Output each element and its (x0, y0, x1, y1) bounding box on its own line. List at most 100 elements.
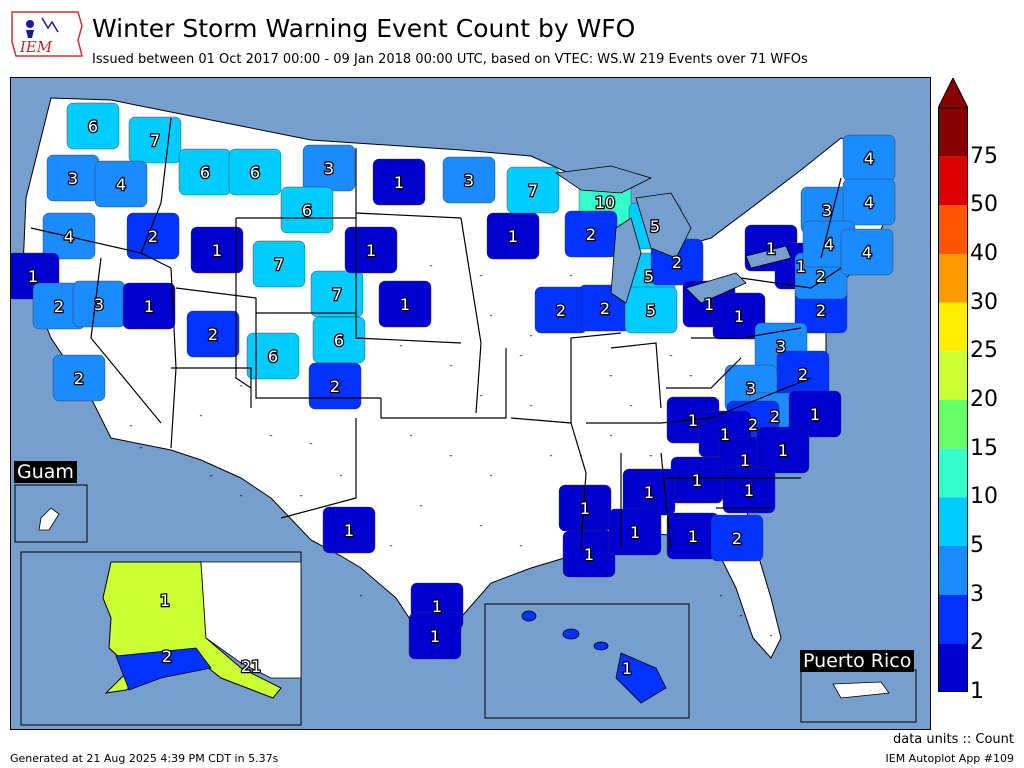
puerto-rico-label: Puerto Rico (800, 650, 915, 672)
wfo-count-label: 5 (650, 217, 660, 236)
colorbar-segment (938, 254, 968, 303)
wfo-region (190, 226, 244, 274)
wfo-count-label: 2 (586, 225, 596, 244)
colorbar-segment (938, 302, 968, 352)
wfo-count-label: 1 (160, 591, 170, 610)
colorbar-tick-label: 15 (970, 435, 998, 461)
colorbar-segment (938, 108, 968, 157)
no-event-marker: - (709, 551, 712, 561)
wfo-count-label: 3 (324, 159, 334, 178)
wfo-count-label: 21 (241, 657, 261, 676)
colorbar-tick-label: 40 (970, 241, 998, 266)
wfo-region (128, 116, 182, 164)
no-event-marker: - (269, 431, 272, 441)
wfo-count-label: 2 (330, 377, 340, 396)
no-event-marker: - (429, 261, 432, 271)
no-event-marker: - (489, 471, 492, 481)
wfo-count-label: 1 (688, 411, 698, 430)
wfo-count-label: 1 (366, 241, 376, 260)
state-borders (30, 117, 842, 549)
colorbar-tick-label: 2 (970, 630, 984, 656)
wfo-region (322, 506, 376, 554)
wfo-count-label: 7 (150, 131, 160, 150)
no-event-marker: - (569, 271, 572, 281)
wfo-count-label: 1 (344, 521, 354, 540)
wfo-count-label: 1 (692, 471, 702, 490)
no-event-marker: - (519, 351, 522, 361)
no-event-marker: - (239, 491, 242, 501)
app-label: IEM Autoplot App #109 (885, 752, 1015, 765)
colorbar-tick-label: 30 (970, 289, 998, 315)
wfo-count-label: 3 (776, 337, 786, 356)
wfo-count-label: 7 (332, 285, 342, 304)
colorbar-tick-label: 75 (970, 143, 998, 169)
no-event-marker: - (529, 401, 532, 411)
hawaii-inset (484, 603, 690, 719)
wfo-count-label: 2 (672, 253, 682, 272)
no-event-marker: - (139, 443, 142, 453)
map-panel: 6 7 3 4 4 2 1 1 2 3 1 2 6 6 3 6 7 7 2 6 6 2 1 1 1 3 1 7 10 2 5 5 2 2 2 5 1 1 1… (10, 77, 931, 730)
colorbar-segment (938, 546, 968, 595)
no-event-marker: - (209, 471, 212, 481)
wfo-count-label: 1 (508, 227, 518, 246)
wfo-count-label: 1 (28, 267, 38, 286)
wfo-count-label: 4 (864, 149, 874, 168)
wfo-region (42, 212, 96, 260)
no-event-marker: - (129, 421, 132, 431)
wfo-count-label: 4 (116, 175, 126, 194)
no-event-marker: - (519, 541, 522, 551)
colorbar-tick-label: 10 (970, 484, 998, 510)
wfo-count-label: 1 (744, 481, 754, 500)
no-event-marker: - (309, 439, 312, 449)
guam-label: Guam (14, 461, 77, 483)
wfo-count-label: 2 (748, 415, 758, 434)
wfo-count-label: 2 (798, 365, 808, 384)
wfo-count-label: 3 (94, 295, 104, 314)
wfo-region (372, 158, 426, 206)
wfo-region (756, 426, 810, 474)
no-event-marker: - (579, 451, 582, 461)
wfo-count-label: 5 (644, 267, 654, 286)
wfo-region (712, 292, 766, 340)
wfo-count-label: 1 (584, 545, 594, 564)
wfo-count-label: 1 (796, 257, 806, 276)
wfo-count-label: 7 (528, 181, 538, 200)
no-event-marker: - (389, 541, 392, 551)
wfo-count-label: 2 (162, 647, 172, 666)
wfo-region (840, 228, 894, 276)
no-event-marker: - (449, 451, 452, 461)
no-event-marker: - (669, 351, 672, 361)
no-event-marker: - (239, 381, 242, 391)
wfo-count-label: 1 (144, 297, 154, 316)
wfo-region (66, 102, 120, 150)
alaska-south (115, 647, 212, 691)
wfo-count-label: 1 (432, 597, 442, 616)
page-subtitle: Issued between 01 Oct 2017 00:00 - 09 Ja… (92, 52, 808, 67)
wfo-count-label: 6 (302, 201, 312, 220)
no-event-marker: - (629, 401, 632, 411)
wfo-count-label: 1 (400, 295, 410, 314)
wfo-count-label: 3 (746, 379, 756, 398)
no-event-marker: - (609, 431, 612, 441)
wfo-count-label: 1 (688, 527, 698, 546)
generated-timestamp: Generated at 21 Aug 2025 4:39 PM CDT in … (10, 752, 279, 765)
colorbar-segment (938, 497, 968, 546)
no-event-marker: - (489, 311, 492, 321)
no-event-marker: - (479, 391, 482, 401)
great-lakes (554, 165, 792, 304)
wfo-count-label: 7 (274, 255, 284, 274)
colorbar-segment (938, 205, 968, 254)
colorbar-segment (938, 643, 968, 692)
wfo-region (122, 282, 176, 330)
wfo-count-label: 10 (595, 193, 615, 212)
colorbar-segment (938, 400, 968, 449)
wfo-count-label: 4 (864, 193, 874, 212)
wfo-count-label: 1 (580, 499, 590, 518)
wfo-count-label: 2 (74, 369, 84, 388)
wfo-region (624, 286, 678, 334)
wfo-count-label: 6 (200, 163, 210, 182)
wfo-region (228, 148, 282, 196)
wfo-count-label: 2 (600, 299, 610, 318)
wfo-region (408, 612, 462, 660)
